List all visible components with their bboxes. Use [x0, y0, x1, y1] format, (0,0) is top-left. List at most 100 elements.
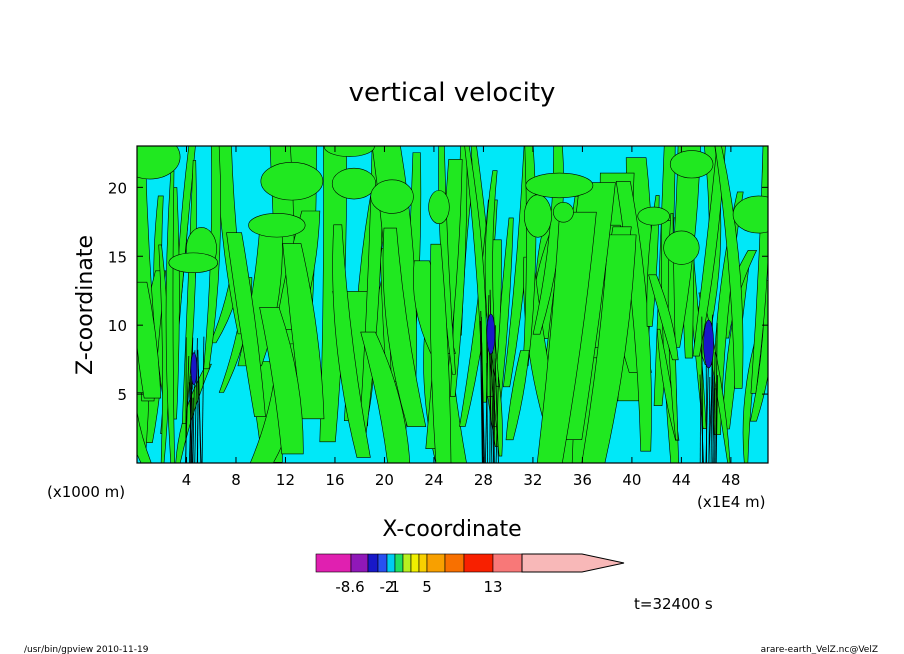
downdraft-core [486, 313, 496, 355]
colorbar [315, 553, 625, 573]
contour-line [479, 320, 483, 463]
positive-patch [669, 150, 714, 179]
colorbar-segment [386, 553, 396, 573]
positive-band [505, 350, 530, 441]
colorbar-label: -8.6 [335, 578, 364, 596]
plot-frame [136, 145, 769, 464]
positive-patch [428, 190, 450, 225]
positive-band [536, 211, 597, 463]
footer-right: arare-earth_VelZ.nc@VelZ [761, 645, 878, 654]
colorbar-labels: -8.6 -21 5 13 [335, 578, 502, 596]
positive-band [714, 146, 744, 389]
contour-line [494, 358, 499, 463]
colorbar-segment [521, 553, 625, 573]
contour-field [137, 115, 807, 474]
colorbar-segment [402, 553, 412, 573]
x-axis-ticks: 4 8 12 16 20 24 28 32 36 40 44 48 [182, 146, 740, 489]
contour-line [715, 375, 719, 463]
x-tick-label: 44 [672, 471, 691, 489]
contour-line [486, 363, 488, 463]
positive-patch [370, 179, 414, 214]
colorbar-segment [377, 553, 388, 573]
contour-line [201, 336, 205, 463]
positive-band [360, 331, 411, 463]
y-axis-ticks: 5 10 15 20 [108, 179, 768, 404]
colorbar-label: 5 [422, 578, 432, 596]
time-label: t=32400 s [634, 595, 713, 613]
x-tick-label: 4 [182, 471, 192, 489]
positive-patch [637, 206, 670, 226]
colorbar-segment [410, 553, 420, 573]
colorbar-segment [426, 553, 446, 573]
positive-band [259, 307, 304, 455]
colorbar-segment [418, 553, 428, 573]
positive-band [430, 243, 452, 463]
x-unit-right: (x1E4 m) [697, 493, 766, 511]
contour-line [493, 325, 496, 463]
positive-band [769, 115, 792, 379]
x-tick-label: 40 [622, 471, 641, 489]
positive-band [332, 224, 371, 458]
positive-patch [248, 213, 306, 238]
contour-line [197, 349, 202, 463]
positive-band [750, 280, 768, 422]
positive-band [137, 410, 152, 463]
y-axis-label: Z-coordinate [73, 235, 98, 375]
positive-band [282, 243, 325, 420]
contour-line [189, 376, 193, 463]
y-tick-label: 15 [108, 248, 127, 266]
x-tick-label: 48 [721, 471, 740, 489]
x-axis-label: X-coordinate [382, 517, 521, 542]
positive-band [581, 234, 637, 463]
positive-band [503, 146, 532, 388]
positive-patch [523, 194, 552, 238]
colorbar-label: 1 [390, 578, 400, 596]
contour-line [701, 316, 703, 463]
x-tick-label: 32 [523, 471, 542, 489]
contour-line [715, 322, 718, 463]
positive-band [165, 170, 175, 463]
colorbar-label: -2 [380, 578, 395, 596]
downdraft-core [190, 352, 198, 386]
positive-band [137, 281, 162, 399]
colorbar-segment [492, 553, 523, 573]
colorbar-segment [444, 553, 465, 573]
positive-patch [663, 230, 700, 265]
positive-patch [331, 167, 377, 200]
positive-band [615, 181, 652, 452]
y-tick-label: 5 [117, 386, 127, 404]
positive-patch [168, 252, 219, 273]
colorbar-segment [350, 553, 369, 573]
x-tick-label: 16 [325, 471, 344, 489]
x-tick-label: 24 [424, 471, 443, 489]
positive-band [226, 232, 266, 417]
colorbar-label: 13 [483, 578, 502, 596]
contour-line [708, 376, 711, 463]
x-unit-left: (x1000 m) [47, 483, 125, 501]
positive-patch [137, 146, 181, 180]
positive-band [382, 227, 427, 427]
y-tick-label: 20 [108, 179, 127, 197]
contour-line [194, 338, 198, 463]
footer-left: /usr/bin/gpview 2010-11-19 [24, 645, 149, 654]
contour-line [185, 356, 190, 463]
contour-line [488, 340, 493, 463]
positive-band [692, 146, 726, 357]
x-tick-label: 28 [474, 471, 493, 489]
downdraft-core [703, 319, 714, 369]
positive-patch [525, 172, 594, 199]
y-tick-label: 10 [108, 317, 127, 335]
x-tick-label: 8 [231, 471, 241, 489]
positive-patch [732, 195, 768, 234]
positive-band [648, 274, 679, 361]
colorbar-segment [463, 553, 494, 573]
positive-patch [553, 201, 574, 223]
chart-title: vertical velocity [349, 78, 556, 108]
x-tick-label: 20 [375, 471, 394, 489]
positive-band [777, 319, 807, 474]
colorbar-segment [315, 553, 352, 573]
colorbar-segment [367, 553, 379, 573]
x-tick-label: 36 [573, 471, 592, 489]
